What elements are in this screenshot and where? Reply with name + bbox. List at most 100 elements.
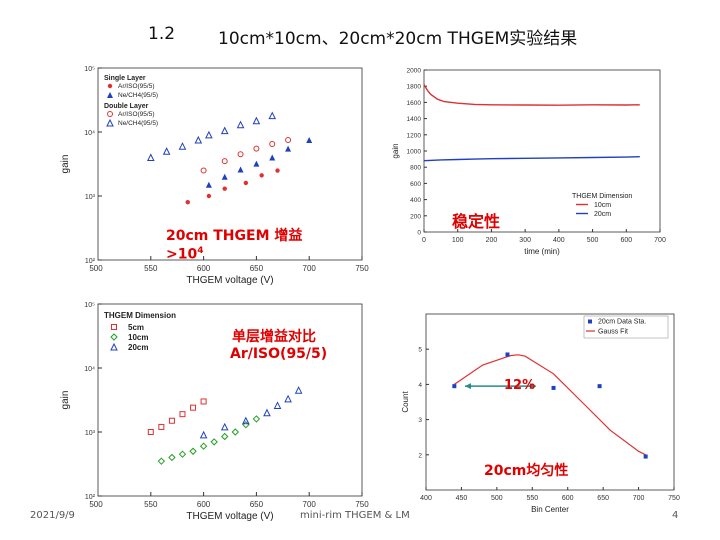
x-tick-label: 0 bbox=[422, 237, 426, 244]
y-tick-label: 5 bbox=[418, 347, 422, 354]
legend-label: Ar/ISO(95/5) bbox=[118, 83, 154, 90]
legend-label: Gauss Fit bbox=[598, 329, 628, 336]
single-layer-annotation: 单层增益对比 bbox=[232, 329, 316, 345]
plot-frame bbox=[97, 67, 363, 261]
data-point bbox=[231, 428, 239, 436]
data-point bbox=[294, 386, 303, 394]
y-tick-label: 10⁴ bbox=[84, 366, 95, 373]
plot-frame bbox=[97, 303, 363, 497]
y-tick-label: 3 bbox=[418, 417, 422, 424]
x-tick-label: 750 bbox=[668, 495, 680, 502]
data-point bbox=[242, 416, 250, 425]
data-point bbox=[284, 394, 292, 403]
x-tick-label: 700 bbox=[303, 264, 317, 273]
data-point bbox=[189, 447, 197, 455]
legend-box bbox=[583, 315, 669, 339]
y-tick-label: 2 bbox=[418, 452, 422, 459]
data-point bbox=[200, 167, 207, 174]
data-point bbox=[221, 173, 228, 180]
x-axis-label: THGEM voltage (V) bbox=[186, 275, 273, 286]
plot-frame bbox=[425, 313, 675, 491]
data-point bbox=[178, 450, 187, 458]
data-point bbox=[147, 429, 154, 435]
data-point bbox=[206, 193, 212, 199]
data-point bbox=[269, 140, 276, 147]
y-tick-label: 1600 bbox=[407, 100, 422, 107]
data-point bbox=[243, 180, 249, 186]
gain-value: >104 bbox=[166, 246, 204, 263]
data-point bbox=[157, 457, 166, 465]
x-tick-label: 650 bbox=[597, 495, 609, 502]
data-point bbox=[162, 147, 171, 155]
legend-marker bbox=[107, 92, 113, 98]
fwhm-arrow-right-head bbox=[529, 383, 536, 390]
data-point bbox=[168, 417, 175, 424]
legend-label: 20cm bbox=[594, 211, 611, 218]
y-axis-label: gain bbox=[60, 391, 71, 410]
x-tick-label: 500 bbox=[587, 237, 599, 244]
series-line-20cm bbox=[423, 156, 640, 162]
data-point bbox=[221, 432, 229, 441]
x-tick-label: 400 bbox=[420, 495, 432, 502]
y-tick-label: 800 bbox=[410, 165, 421, 172]
data-point bbox=[253, 145, 260, 152]
data-point bbox=[252, 116, 261, 125]
y-tick-label: 200 bbox=[410, 213, 421, 220]
data-point bbox=[273, 401, 282, 409]
y-tick-label: 1200 bbox=[407, 132, 422, 139]
x-tick-label: 400 bbox=[553, 237, 565, 244]
data-point bbox=[253, 160, 260, 167]
data-point bbox=[221, 158, 228, 165]
legend-title: THGEM Dimension bbox=[572, 193, 632, 200]
data-point bbox=[222, 186, 227, 191]
x-tick-label: 700 bbox=[654, 237, 666, 244]
x-tick-label: 500 bbox=[89, 500, 103, 509]
x-tick-label: 550 bbox=[526, 495, 538, 502]
y-tick-label: 10⁵ bbox=[84, 66, 95, 73]
single-layer-gas: Ar/ISO(95/5) bbox=[230, 346, 328, 362]
x-tick-label: 700 bbox=[633, 495, 645, 502]
slide-date: 2021/9/9 bbox=[30, 510, 75, 521]
data-point bbox=[199, 430, 208, 439]
data-point bbox=[205, 130, 213, 139]
y-tick-label: 600 bbox=[410, 181, 421, 188]
data-point bbox=[236, 120, 245, 129]
data-point bbox=[237, 151, 244, 158]
data-point bbox=[275, 168, 280, 173]
legend-label: 5cm bbox=[128, 323, 144, 332]
x-tick-label: 600 bbox=[197, 264, 211, 273]
x-tick-label: 500 bbox=[491, 495, 503, 502]
data-point bbox=[185, 200, 190, 205]
data-point bbox=[306, 136, 313, 143]
gain-annotation: 20cm THGEM 增益 bbox=[166, 225, 302, 245]
gain-label: 20cm THGEM 增益 bbox=[166, 228, 303, 244]
data-point bbox=[268, 111, 277, 120]
x-tick-label: 700 bbox=[303, 500, 317, 509]
data-point bbox=[237, 166, 244, 173]
data-point bbox=[285, 145, 292, 152]
x-tick-label: 500 bbox=[89, 264, 103, 273]
fwhm-arrow-left-head bbox=[464, 383, 471, 390]
legend-group-double: Double Layer bbox=[104, 103, 149, 110]
legend-label: Ne/CH4(95/5) bbox=[118, 92, 158, 99]
data-point bbox=[252, 415, 261, 423]
data-point bbox=[168, 453, 176, 462]
series-line-10cm bbox=[423, 84, 640, 106]
legend-marker bbox=[110, 342, 118, 351]
data-point bbox=[190, 404, 197, 411]
data-point bbox=[505, 352, 510, 357]
legend-label: 10cm bbox=[128, 333, 148, 342]
data-point bbox=[199, 442, 208, 450]
data-point bbox=[285, 136, 292, 143]
data-point bbox=[158, 423, 165, 430]
legend-marker bbox=[107, 83, 113, 89]
x-tick-label: 200 bbox=[486, 237, 498, 244]
y-tick-label: 1400 bbox=[407, 116, 422, 123]
y-tick-label: 10⁴ bbox=[84, 130, 95, 137]
x-tick-label: 600 bbox=[620, 237, 632, 244]
data-point bbox=[220, 422, 229, 431]
y-tick-label: 1000 bbox=[407, 149, 422, 156]
y-tick-label: 10² bbox=[85, 258, 96, 265]
y-tick-label: 10⁵ bbox=[84, 302, 95, 309]
x-tick-label: 750 bbox=[355, 264, 369, 273]
